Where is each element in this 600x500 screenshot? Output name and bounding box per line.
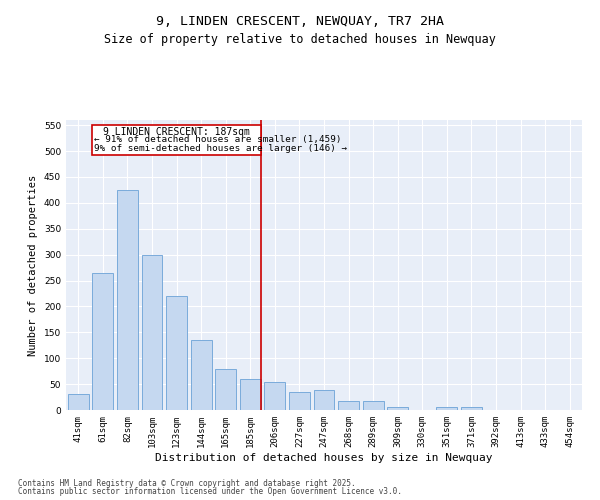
Bar	[117, 190, 138, 410]
Text: Contains HM Land Registry data © Crown copyright and database right 2025.: Contains HM Land Registry data © Crown c…	[18, 478, 356, 488]
Bar	[338, 400, 359, 410]
Text: ← 91% of detached houses are smaller (1,459): ← 91% of detached houses are smaller (1,…	[94, 135, 342, 144]
Bar	[142, 254, 163, 410]
Bar	[68, 394, 89, 410]
Text: 9 LINDEN CRESCENT: 187sqm: 9 LINDEN CRESCENT: 187sqm	[103, 126, 250, 136]
Text: 9% of semi-detached houses are larger (146) →: 9% of semi-detached houses are larger (1…	[94, 144, 347, 153]
Y-axis label: Number of detached properties: Number of detached properties	[28, 174, 38, 356]
Bar	[436, 408, 457, 410]
Bar	[240, 379, 261, 410]
Text: Contains public sector information licensed under the Open Government Licence v3: Contains public sector information licen…	[18, 487, 402, 496]
Bar	[265, 382, 286, 410]
Bar	[362, 400, 383, 410]
Bar	[166, 296, 187, 410]
FancyBboxPatch shape	[92, 124, 261, 154]
Bar	[191, 340, 212, 410]
Bar	[215, 368, 236, 410]
Bar	[461, 408, 482, 410]
Bar	[92, 273, 113, 410]
Text: Size of property relative to detached houses in Newquay: Size of property relative to detached ho…	[104, 32, 496, 46]
Bar	[289, 392, 310, 410]
Bar	[314, 390, 334, 410]
Bar	[387, 408, 408, 410]
Text: 9, LINDEN CRESCENT, NEWQUAY, TR7 2HA: 9, LINDEN CRESCENT, NEWQUAY, TR7 2HA	[156, 15, 444, 28]
X-axis label: Distribution of detached houses by size in Newquay: Distribution of detached houses by size …	[155, 452, 493, 462]
